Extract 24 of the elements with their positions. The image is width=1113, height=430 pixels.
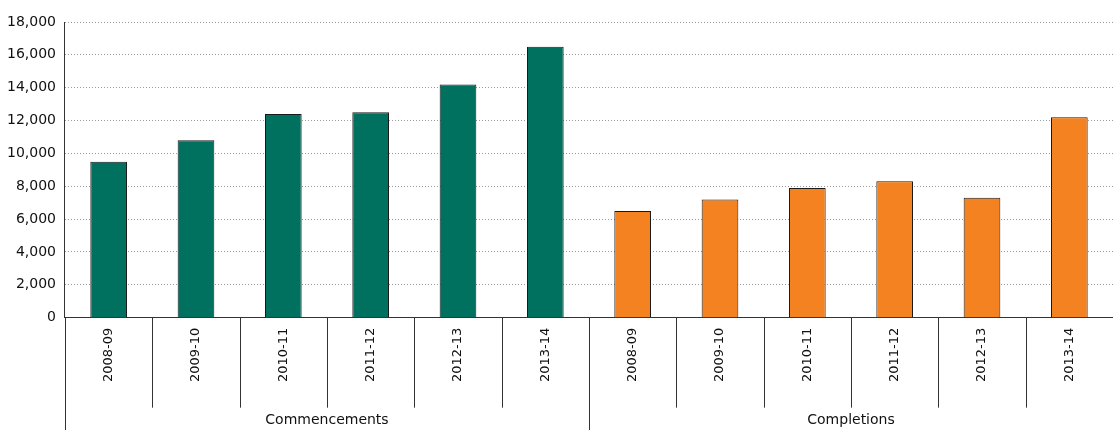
x-tick-label: 2012-13 — [449, 327, 465, 383]
y-tick-label: 2,000 — [15, 275, 56, 292]
x-tick-label: 2008-09 — [100, 327, 116, 383]
y-tick-label: 18,000 — [6, 12, 56, 29]
y-tick-label: 8,000 — [15, 176, 56, 193]
x-tick-label: 2012-13 — [973, 327, 989, 383]
text: Completions — [807, 410, 895, 427]
y-tick-label: 6,000 — [15, 209, 56, 226]
x-tick-label: 2008-09 — [624, 327, 640, 383]
x-tick-label: 2010-11 — [798, 327, 814, 383]
y-tick-label: 14,000 — [6, 78, 56, 95]
y-tick-label: 0 — [47, 308, 56, 325]
y-tick-label: 10,000 — [6, 144, 56, 161]
text: Commencements — [265, 410, 389, 427]
x-tick-label: 2009-10 — [187, 327, 203, 383]
y-tick-label: 4,000 — [15, 242, 56, 259]
x-tick-label: 2011-12 — [886, 327, 902, 383]
x-tick-label: 2013-14 — [1060, 327, 1076, 383]
x-tick-label: 2010-11 — [274, 327, 290, 383]
y-tick-label: 16,000 — [6, 45, 56, 62]
x-tick-label: 2011-12 — [362, 327, 378, 383]
y-tick-label: 12,000 — [6, 111, 56, 128]
x-tick-label: 2013-14 — [536, 327, 552, 383]
x-tick-label: 2009-10 — [711, 327, 727, 383]
